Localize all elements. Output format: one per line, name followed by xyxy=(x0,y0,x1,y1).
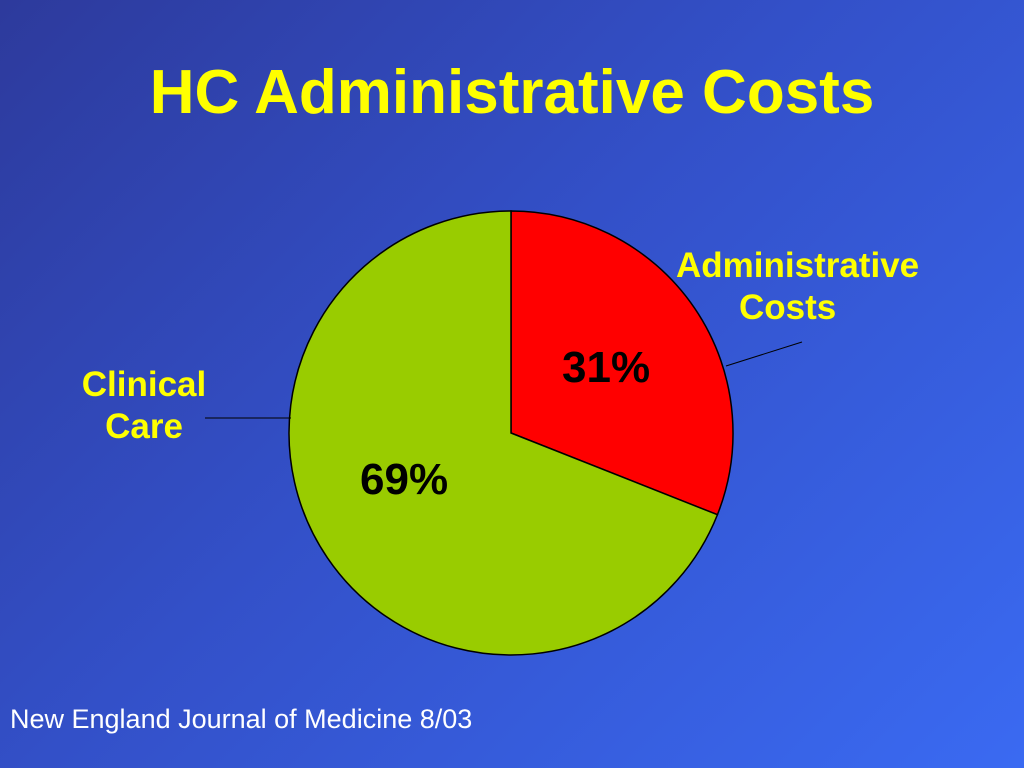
data-label-administrative: 31% xyxy=(562,343,651,392)
pie-slice-clinical-care xyxy=(288,210,719,656)
label-clinical-line2: Care xyxy=(105,407,183,446)
label-administrative-line1: Administrative xyxy=(676,246,920,285)
label-clinical-line1: Clinical xyxy=(81,365,207,404)
label-administrative-costs: Administrative Costs xyxy=(676,245,996,329)
pie-slice-administrative-costs xyxy=(510,210,734,516)
leader-line-administrative xyxy=(725,341,803,367)
source-citation: New England Journal of Medicine 8/03 xyxy=(10,704,473,734)
label-administrative-line2: Costs xyxy=(739,288,837,327)
label-clinical-care: Clinical Care xyxy=(54,364,234,448)
data-label-clinical: 69% xyxy=(360,455,449,504)
slide-title: HC Administrative Costs xyxy=(149,58,875,127)
